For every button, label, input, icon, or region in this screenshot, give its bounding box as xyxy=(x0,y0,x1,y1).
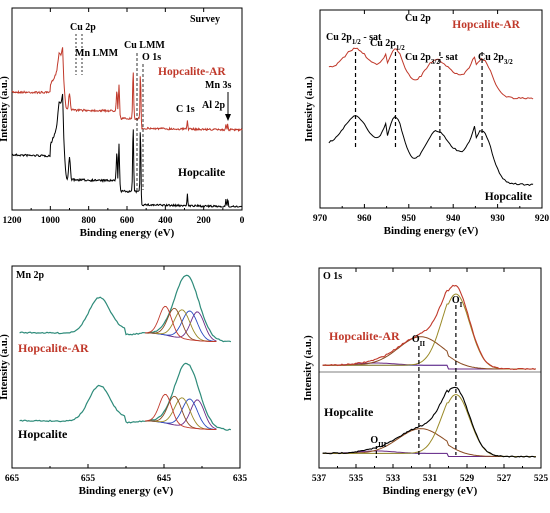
x-tick-label: 400 xyxy=(158,216,173,226)
x-tick-label: 930 xyxy=(490,214,505,224)
x-tick-label: 531 xyxy=(423,474,438,484)
x-tick-label: 645 xyxy=(157,474,172,484)
fit-component-hopcalite-4 xyxy=(144,393,217,431)
annotation-o1s: O 1s xyxy=(142,52,161,63)
peak-label-3: Cu 2p3/2 xyxy=(478,52,513,66)
peak-label-1: Cu 2p1/2 xyxy=(370,38,405,52)
series-line-hopcalite xyxy=(11,93,243,209)
x-tick-label: 535 xyxy=(349,474,364,484)
fit-component-oi-hopcalite xyxy=(322,393,536,457)
series-line-hopcalite xyxy=(19,362,232,431)
legend-label-hopcalite: Hopcalite xyxy=(178,167,225,179)
x-tick-label: 200 xyxy=(197,216,212,226)
annotation-al2p: Al 2p xyxy=(202,100,226,111)
x-tick-label: 527 xyxy=(497,474,512,484)
o1s-panel: 537 535 533 531 529 527 525 Binding energy (eV)… xyxy=(303,267,549,497)
annotation-cu-lmm: Cu LMM xyxy=(124,40,165,51)
legend-label-hopcalite-ar: Hopcalite-AR xyxy=(18,341,89,355)
cu2p-panel: 970 960 950 940 930 920 Binding energy (eV) Int… xyxy=(304,9,550,237)
peak-label-0: Cu 2p1/2 - sat xyxy=(326,32,382,46)
x-tick-label: 655 xyxy=(81,474,96,484)
peak-label-oii: OII xyxy=(412,334,426,348)
survey-panel: 1200 1000 800 600 400 200 0 Binding energy (eV)… xyxy=(0,7,245,239)
series-line-hopcalite xyxy=(328,115,534,186)
y-axis-label: Intensity (a.u.) xyxy=(303,335,314,401)
annotation-arrowhead xyxy=(225,114,231,121)
panel-title: Survey xyxy=(190,14,220,25)
annotation-c1s: C 1s xyxy=(176,104,195,115)
legend-label-hopcalite: Hopcalite xyxy=(18,427,68,441)
x-axis-label: Binding energy (eV) xyxy=(80,227,175,239)
x-tick-label: 0 xyxy=(240,216,245,226)
x-tick-label: 1000 xyxy=(41,216,60,226)
x-tick-label: 940 xyxy=(446,214,461,224)
legend-label-hopcalite: Hopcalite xyxy=(485,191,532,203)
x-axis-label: Binding energy (eV) xyxy=(383,485,478,497)
series-line-hopcalite-ar xyxy=(19,274,232,343)
x-tick-label: 525 xyxy=(534,474,549,484)
y-axis-label: Intensity (a.u.) xyxy=(0,76,10,142)
annotation-cu2p: Cu 2p xyxy=(70,22,96,33)
panel-title: Mn 2p xyxy=(16,270,45,281)
x-tick-label: 920 xyxy=(535,214,550,224)
x-tick-label: 800 xyxy=(82,216,97,226)
panel-title: O 1s xyxy=(323,271,342,282)
x-tick-label: 533 xyxy=(386,474,401,484)
y-axis-label: Intensity (a.u.) xyxy=(304,76,315,142)
peak-label-oi: OI xyxy=(452,295,463,309)
x-tick-label: 600 xyxy=(120,216,135,226)
legend-label-hopcalite-ar: Hopcalite-AR xyxy=(158,66,226,78)
x-tick-label: 960 xyxy=(357,214,372,224)
fit-component-hopcalite-ar-4 xyxy=(144,305,217,343)
y-axis-label: Intensity (a.u.) xyxy=(0,334,10,400)
x-tick-label: 950 xyxy=(402,214,417,224)
legend-label-hopcalite-ar: Hopcalite-AR xyxy=(329,329,400,343)
x-tick-label: 529 xyxy=(460,474,475,484)
series-line-hopcalite-ar xyxy=(322,284,537,371)
x-tick-label: 537 xyxy=(312,474,327,484)
x-axis-label: Binding energy (eV) xyxy=(79,485,174,497)
x-tick-label: 1200 xyxy=(3,216,22,226)
mn2p-panel: 665 655 645 635 Binding energy (eV) Intensity… xyxy=(0,265,248,497)
peak-label-2: Cu 2p3/2- sat xyxy=(405,52,459,66)
series-line-hopcalite xyxy=(322,386,536,458)
series-line-hopcalite-ar xyxy=(328,47,534,100)
x-tick-label: 665 xyxy=(5,474,20,484)
annotation-mn-lmm: Mn LMM xyxy=(75,48,119,59)
series-line-hopcalite-ar xyxy=(11,47,243,133)
legend-label-hopcalite-ar: Hopcalite-AR xyxy=(452,19,520,31)
x-tick-label: 970 xyxy=(313,214,328,224)
x-axis-label: Binding energy (eV) xyxy=(384,225,479,237)
legend-label-hopcalite: Hopcalite xyxy=(324,405,374,419)
annotation-mn3s: Mn 3s xyxy=(205,80,232,91)
peak-label-oiii: OIII xyxy=(370,435,386,449)
panel-title: Cu 2p xyxy=(405,13,431,24)
x-tick-label: 635 xyxy=(233,474,248,484)
